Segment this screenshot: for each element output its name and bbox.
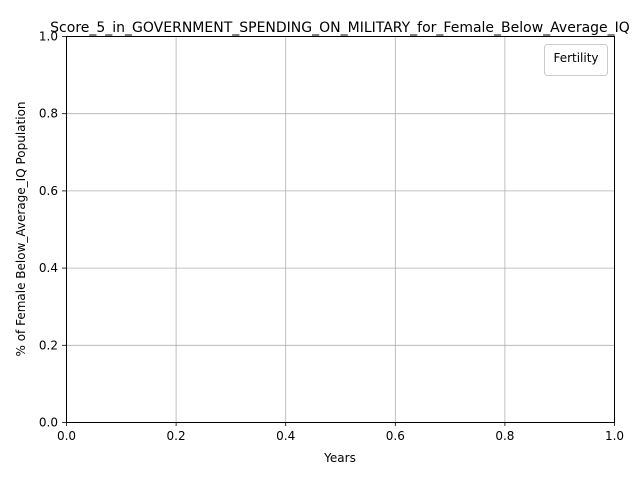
x-tick-label: 0.8 bbox=[495, 429, 514, 443]
y-tick-label: 0.0 bbox=[39, 416, 58, 430]
x-axis-label: Years bbox=[323, 451, 356, 465]
legend-title: Fertility bbox=[553, 51, 598, 65]
x-tick-label: 1.0 bbox=[605, 429, 624, 443]
legend-box bbox=[544, 44, 608, 76]
x-tick-label: 0.6 bbox=[386, 429, 405, 443]
legend: Fertility bbox=[544, 44, 608, 76]
axis-ticks: 0.0 0.2 0.4 0.6 0.8 1.0 0.0 0.2 0.4 0.6 0.8 1.0 bbox=[39, 30, 624, 444]
y-tick-label: 1.0 bbox=[39, 30, 58, 44]
y-axis-label: % of Female Below_Average_IQ Population bbox=[14, 101, 28, 356]
y-tick-label: 0.6 bbox=[39, 184, 58, 198]
y-tick-label: 0.2 bbox=[39, 338, 58, 352]
grid-lines bbox=[66, 36, 615, 423]
x-tick-label: 0.0 bbox=[57, 429, 76, 443]
x-tick-label: 0.2 bbox=[167, 429, 186, 443]
x-tick-label: 0.4 bbox=[276, 429, 295, 443]
plot-area-frame bbox=[66, 36, 615, 423]
y-tick-label: 0.4 bbox=[39, 261, 58, 275]
chart-title: Score_5_in_GOVERNMENT_SPENDING_ON_MILITA… bbox=[50, 20, 630, 36]
y-tick-label: 0.8 bbox=[39, 107, 58, 121]
